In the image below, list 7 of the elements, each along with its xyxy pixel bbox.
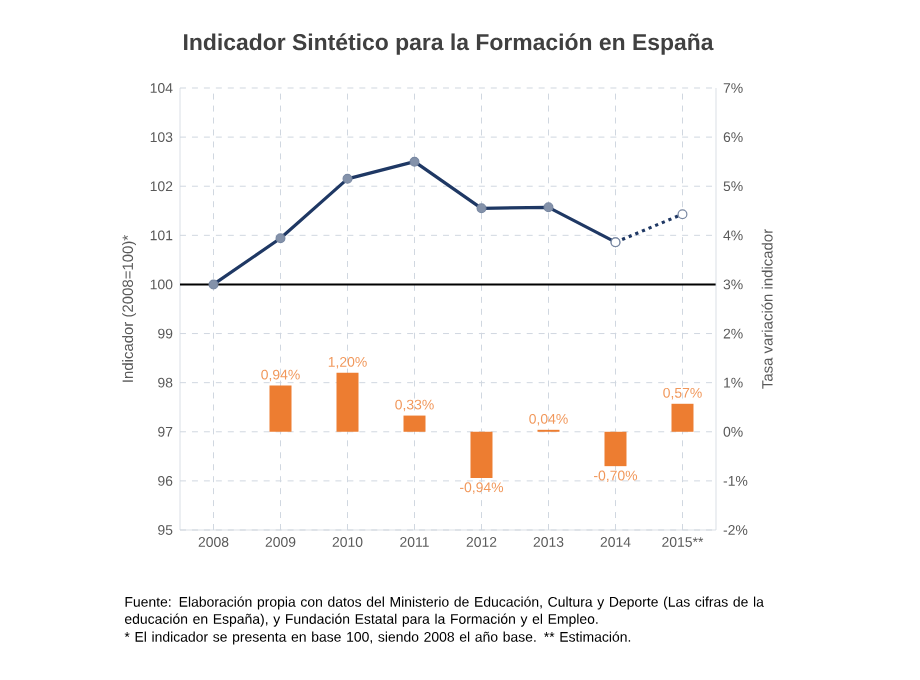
bar [604, 431, 627, 467]
bar [470, 431, 493, 478]
bar [269, 385, 292, 432]
bar [336, 372, 359, 432]
bar [671, 403, 694, 432]
bar [403, 415, 426, 432]
chart-title: Indicador Sintético para la Formación en España [184, 33, 714, 55]
